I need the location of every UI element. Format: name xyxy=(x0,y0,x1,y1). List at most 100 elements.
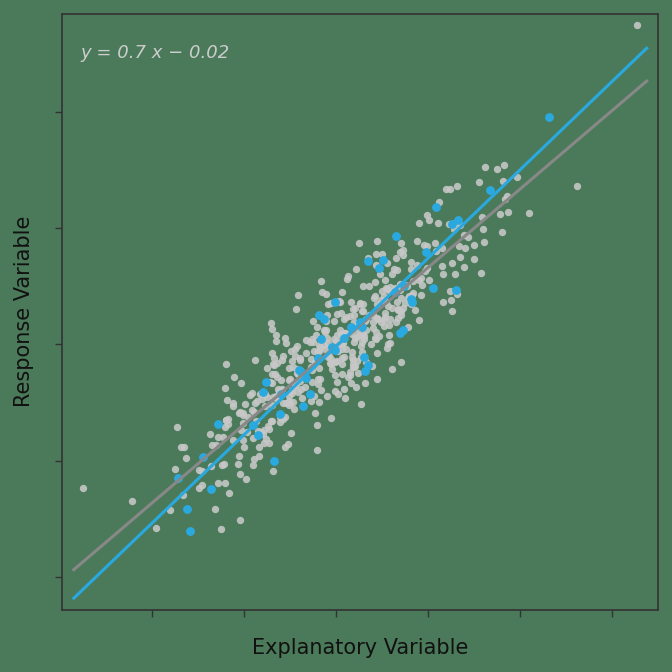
Point xyxy=(276,374,287,385)
Point xyxy=(252,395,263,406)
Point xyxy=(387,364,398,374)
Point xyxy=(354,298,365,309)
Point xyxy=(237,410,248,421)
Point xyxy=(338,328,349,339)
Point xyxy=(265,377,276,388)
Point xyxy=(247,388,257,398)
Point xyxy=(407,298,417,308)
Point xyxy=(339,313,349,324)
Point xyxy=(306,334,317,345)
Point xyxy=(384,286,395,296)
Point xyxy=(306,396,317,407)
Point xyxy=(313,339,324,350)
Point xyxy=(301,373,312,384)
Point xyxy=(220,415,231,425)
Point xyxy=(296,384,307,394)
Point xyxy=(277,355,288,366)
Point xyxy=(314,345,325,356)
Point xyxy=(523,208,534,218)
Point xyxy=(266,368,277,379)
Point xyxy=(452,288,463,299)
Point xyxy=(379,321,390,332)
Point xyxy=(236,424,247,435)
Point xyxy=(376,317,387,327)
Point xyxy=(181,453,192,464)
Point xyxy=(310,329,321,340)
Point xyxy=(371,334,382,345)
Point xyxy=(497,226,507,237)
Point xyxy=(265,415,276,426)
Point xyxy=(345,321,356,332)
Point xyxy=(247,405,257,415)
Point xyxy=(345,310,355,321)
Point xyxy=(336,337,347,347)
Point xyxy=(285,398,296,409)
Point xyxy=(433,218,444,228)
Point xyxy=(368,310,379,321)
Point xyxy=(272,384,283,395)
Point xyxy=(337,353,347,364)
Point xyxy=(312,345,323,356)
Point xyxy=(266,378,277,389)
Point xyxy=(378,314,389,325)
Point xyxy=(451,285,462,296)
Point xyxy=(320,289,331,300)
Point xyxy=(358,281,369,292)
Point xyxy=(206,484,216,495)
Point xyxy=(394,284,405,295)
Point xyxy=(348,358,359,369)
Point xyxy=(255,426,266,437)
Point xyxy=(308,391,319,402)
Point xyxy=(446,257,457,268)
Point xyxy=(314,310,325,321)
Point xyxy=(458,230,469,241)
Point xyxy=(248,407,259,417)
Point xyxy=(307,315,318,326)
Point xyxy=(544,112,554,123)
Point xyxy=(572,180,583,191)
Point xyxy=(292,369,303,380)
Point xyxy=(386,302,397,313)
Point xyxy=(319,344,330,355)
Point xyxy=(275,389,286,400)
Point xyxy=(171,421,182,432)
Point xyxy=(253,442,264,453)
Point xyxy=(392,305,403,316)
Point xyxy=(295,365,306,376)
Point xyxy=(397,324,408,335)
Point xyxy=(378,255,388,265)
Point xyxy=(345,296,356,307)
Point xyxy=(326,353,337,364)
Point xyxy=(173,473,183,484)
Point xyxy=(358,330,368,341)
Point xyxy=(240,398,251,409)
Point xyxy=(405,293,416,304)
Point xyxy=(325,359,336,370)
Point xyxy=(437,261,448,271)
Point xyxy=(369,292,380,303)
Point xyxy=(340,327,351,338)
Point xyxy=(415,290,426,300)
Point xyxy=(405,293,416,304)
Point xyxy=(316,334,327,345)
Point xyxy=(298,401,309,411)
Point xyxy=(332,376,343,387)
Point xyxy=(235,515,245,526)
Point xyxy=(290,380,300,390)
Point xyxy=(370,327,381,337)
Point xyxy=(325,413,336,423)
Point xyxy=(251,415,261,426)
Point xyxy=(358,299,368,310)
Point xyxy=(275,412,286,423)
Point xyxy=(280,411,291,422)
Point xyxy=(327,341,337,352)
Point xyxy=(300,335,311,345)
Point xyxy=(331,355,342,366)
Point xyxy=(371,249,382,259)
Point xyxy=(278,413,289,424)
Point xyxy=(398,245,409,255)
Point xyxy=(320,327,331,338)
Point xyxy=(322,352,333,363)
Point xyxy=(308,346,319,357)
Point xyxy=(463,232,474,243)
